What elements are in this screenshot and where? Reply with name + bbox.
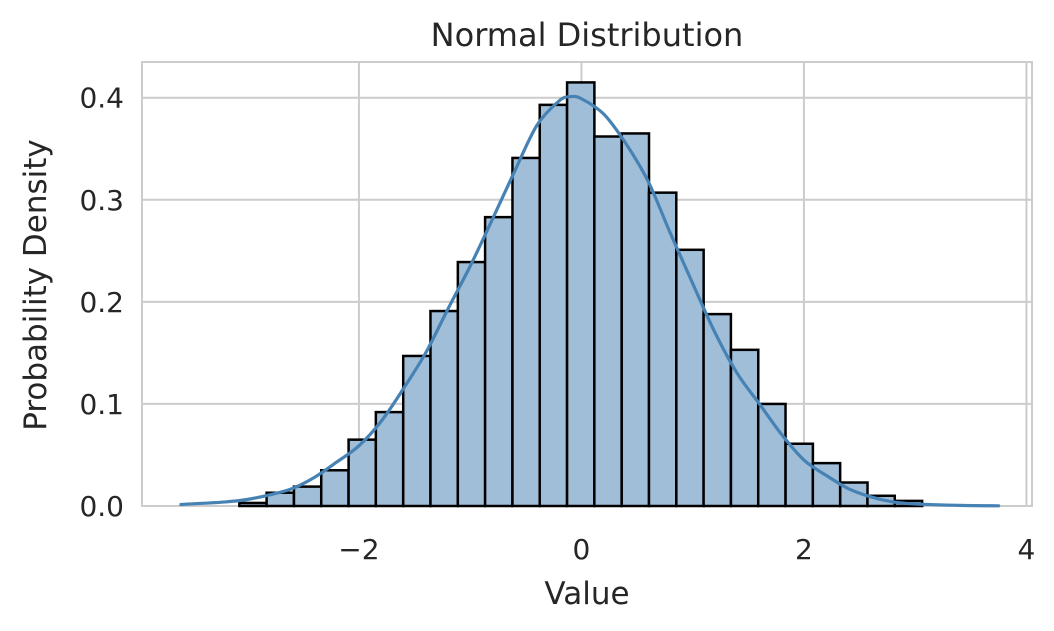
histogram-bar-9 [456, 260, 487, 508]
y-axis-label: Probability Density [18, 139, 54, 431]
histogram-bar-18 [702, 312, 733, 508]
histogram-bar-7 [401, 354, 432, 508]
histogram-bar-14 [593, 135, 623, 508]
x-tick-label-2: 2 [795, 533, 813, 566]
x-tick-label-1: 0 [573, 533, 591, 566]
y-tick-label-4: 0.4 [79, 82, 124, 115]
y-tick-label-3: 0.3 [79, 184, 124, 217]
y-axis-tick-labels: 0.0 0.1 0.2 0.3 0.4 [79, 82, 124, 523]
x-axis-label: Value [544, 576, 629, 612]
histogram-bar-16 [647, 191, 678, 508]
y-tick-label-2: 0.2 [79, 286, 124, 319]
kde-density-line [179, 94, 1001, 508]
histogram-bars [238, 81, 924, 508]
histogram-bar-11 [511, 156, 542, 508]
x-tick-label-3: 4 [1018, 533, 1036, 566]
histogram-bar-1 [238, 501, 268, 508]
histogram-bar-13 [565, 81, 596, 508]
x-tick-label-0: −2 [338, 533, 379, 566]
histogram-bar-4 [319, 469, 350, 508]
histogram-bar-6 [374, 410, 405, 508]
histogram-bar-17 [675, 248, 705, 508]
histogram-bar-10 [483, 215, 514, 508]
histogram-bar-8 [429, 309, 460, 508]
histogram-bar-15 [620, 132, 651, 508]
y-tick-label-1: 0.1 [79, 388, 124, 421]
histogram-bar-3 [292, 485, 323, 508]
chart-title: Normal Distribution [431, 16, 744, 54]
y-tick-label-0: 0.0 [79, 490, 124, 523]
histogram-bar-12 [538, 103, 569, 508]
x-axis-tick-labels: −2 0 2 4 [338, 533, 1035, 566]
histogram-bar-19 [729, 348, 760, 508]
